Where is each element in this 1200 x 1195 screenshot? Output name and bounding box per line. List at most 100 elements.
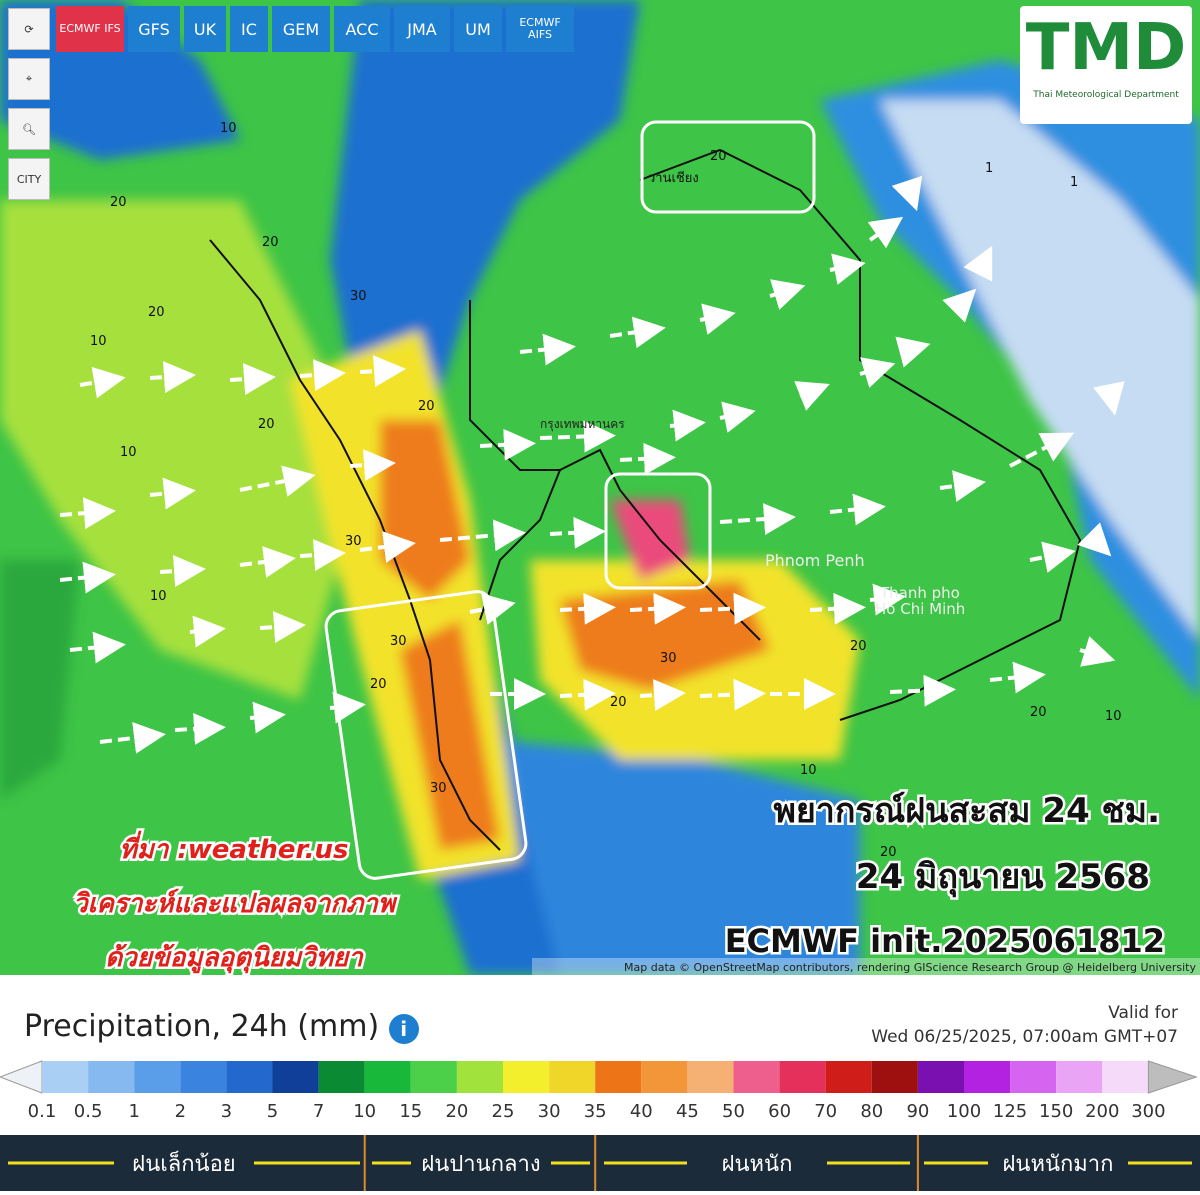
reload-button[interactable]: ⟳ xyxy=(8,8,50,50)
scale-cell xyxy=(456,1061,503,1093)
wind-arrow xyxy=(519,333,576,366)
wind-arrow xyxy=(439,519,526,552)
wind-arrow xyxy=(99,722,166,754)
wind-arrow xyxy=(299,539,346,572)
contour-label: 10 xyxy=(120,445,137,460)
contour-label: 1 xyxy=(985,161,993,176)
scale-cell xyxy=(1010,1061,1057,1093)
model-button[interactable]: UM xyxy=(454,6,502,52)
overlay-text: พยากรณ์ฝนสะสม 24 ชม. xyxy=(773,791,1160,831)
wind-arrow xyxy=(963,245,993,282)
scale-tick-label: 2 xyxy=(175,1101,186,1122)
wind-arrow xyxy=(939,470,986,502)
color-scale: 0.1 0.5 1 2 3 5 7 10 15 20 25 30 35 40 45 50 60 70 80 90 100… xyxy=(0,1060,1198,1122)
wind-arrow xyxy=(259,611,306,644)
scale-tick-label: 70 xyxy=(814,1101,837,1122)
attribution-bg xyxy=(532,958,1200,975)
scale-tick-label: 90 xyxy=(906,1101,929,1122)
zoom-button[interactable]: 🔍︎ xyxy=(8,108,50,150)
scale-tick-label: 5 xyxy=(267,1101,278,1122)
contour-label: 1 xyxy=(1070,175,1078,190)
scale-tick-label: 10 xyxy=(353,1101,376,1122)
place-label: กรุงเทพมหานคร xyxy=(540,417,625,432)
contour-label: 30 xyxy=(390,634,407,649)
category-label: ฝนเล็กน้อย xyxy=(132,1149,235,1177)
model-button[interactable]: GFS xyxy=(128,6,180,52)
place-label: วานเชียง xyxy=(648,170,699,186)
contour-label: 20 xyxy=(1030,705,1047,720)
wind-arrow xyxy=(59,561,116,594)
wind-arrow xyxy=(329,691,366,724)
scale-cell xyxy=(687,1061,734,1093)
contour-label: 10 xyxy=(220,121,237,136)
wind-arrow xyxy=(479,428,536,461)
wind-arrow xyxy=(1009,432,1075,468)
contour-label: 10 xyxy=(150,589,167,604)
scale-cell xyxy=(917,1061,964,1093)
wind-arrow xyxy=(174,712,226,745)
contour-label: 20 xyxy=(418,399,435,414)
model-button[interactable]: GEM xyxy=(272,6,330,52)
place-label: Thanh pho xyxy=(879,584,960,602)
locate-button[interactable]: ⌖ xyxy=(8,58,50,100)
wind-arrow xyxy=(539,420,616,453)
info-icon[interactable]: i xyxy=(388,1014,419,1044)
valid-label: Valid for xyxy=(1108,1003,1178,1023)
contour-label: 10 xyxy=(800,763,817,778)
scale-tick-label: 1 xyxy=(128,1101,139,1122)
legend: Precipitation, 24h (mm) i Valid for Wed … xyxy=(0,975,1200,1135)
scale-cell xyxy=(825,1061,872,1093)
model-button[interactable]: UK xyxy=(184,6,226,52)
wind-arrow xyxy=(149,361,196,394)
wind-arrow xyxy=(609,316,666,349)
scale-tick-label: 40 xyxy=(630,1101,653,1122)
category-bar: ฝนเล็กน้อย ฝนปานกลาง ฝนหนัก ฝนหนักมาก xyxy=(0,1135,1200,1191)
wind-arrow xyxy=(559,592,616,625)
scale-cell xyxy=(779,1061,826,1093)
wind-arrow xyxy=(619,442,676,475)
scale-cell xyxy=(641,1061,688,1093)
contour-label: 30 xyxy=(345,534,362,549)
contour-label: 20 xyxy=(610,695,627,710)
contour-label: 20 xyxy=(148,305,165,320)
model-button[interactable]: ECMWF IFS xyxy=(56,6,124,52)
scale-cell xyxy=(318,1061,365,1093)
overlay-text: ECMWF init.2025061812 xyxy=(725,922,1165,960)
wind-arrow xyxy=(989,661,1046,694)
scale-tick-label: 80 xyxy=(860,1101,883,1122)
scale-tick-label: 300 xyxy=(1131,1101,1165,1122)
overlay-text: วิเคราะห์และแปลผลจากภาพ xyxy=(73,888,398,919)
model-button[interactable]: JMA xyxy=(394,6,450,52)
valid-time: Wed 06/25/2025, 07:00am GMT+07 xyxy=(871,1027,1178,1047)
wind-arrow xyxy=(829,493,886,526)
scale-cell xyxy=(134,1061,181,1093)
wind-arrow xyxy=(895,336,931,368)
model-button[interactable]: IC xyxy=(230,6,268,52)
scale-cell xyxy=(1102,1061,1149,1093)
wind-arrow xyxy=(249,701,286,734)
wind-arrow xyxy=(549,516,606,549)
wind-arrow xyxy=(189,615,226,648)
wind-arrow xyxy=(59,497,116,530)
scale-cell xyxy=(410,1061,457,1093)
scale-cell xyxy=(88,1061,135,1093)
wind-arrow xyxy=(669,409,706,442)
model-button[interactable]: ACC xyxy=(334,6,390,52)
model-button[interactable]: ECMWF AIFS xyxy=(506,6,574,52)
category-label: ฝนปานกลาง xyxy=(421,1152,540,1177)
contour-label: 30 xyxy=(430,781,447,796)
city-button[interactable]: CITY xyxy=(8,158,50,200)
overlay-text: 24 มิถุนายน 2568 xyxy=(856,857,1150,898)
wind-arrow xyxy=(229,363,276,396)
contour-label: 20 xyxy=(710,149,727,164)
category-label: ฝนหนักมาก xyxy=(1003,1152,1114,1177)
scale-cell xyxy=(733,1061,780,1093)
wind-arrow xyxy=(469,593,516,625)
wind-arrow xyxy=(1077,522,1112,557)
scale-tick-label: 200 xyxy=(1085,1101,1119,1122)
scale-tick-label: 15 xyxy=(399,1101,422,1122)
wind-arrow xyxy=(349,449,396,482)
scale-end-right xyxy=(1147,1060,1198,1094)
wind-arrow xyxy=(79,366,126,399)
